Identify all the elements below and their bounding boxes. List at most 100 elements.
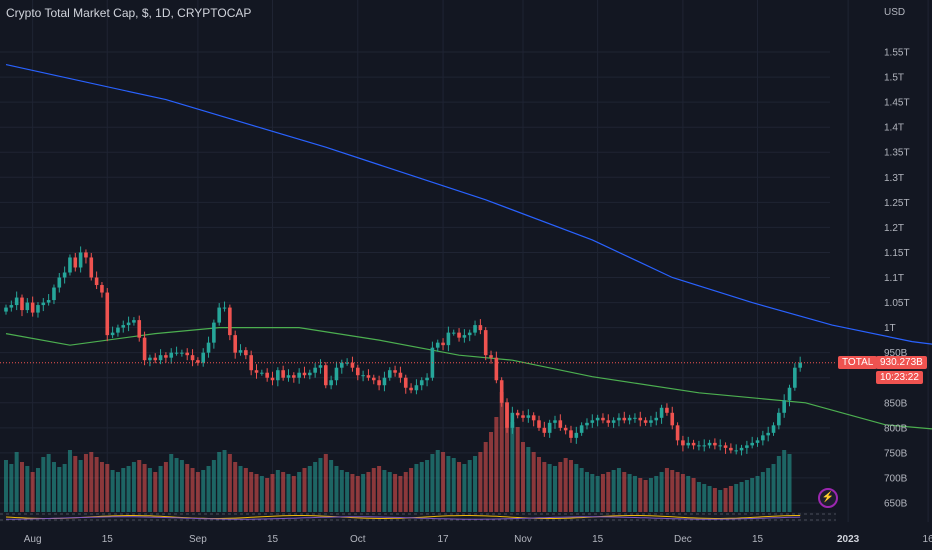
candle-body: [601, 417, 605, 421]
volume-bar: [190, 468, 195, 512]
candle-body: [89, 257, 94, 278]
x-tick-label: Oct: [350, 534, 366, 545]
candle-body: [702, 445, 707, 447]
candle-body: [190, 355, 195, 361]
candle-body: [718, 445, 723, 447]
candle-body: [574, 432, 579, 438]
volume-bar: [766, 468, 771, 512]
volume-bar: [558, 462, 563, 512]
volume-bar: [67, 450, 72, 512]
volume-bar: [510, 422, 515, 512]
candle-body: [318, 365, 323, 368]
volume-bar: [771, 464, 776, 512]
candle-body: [633, 417, 637, 419]
volume-bar: [387, 472, 392, 512]
lightning-icon[interactable]: ⚡: [818, 488, 838, 508]
volume-bar: [462, 464, 467, 512]
volume-bar: [158, 466, 163, 512]
candle-body: [595, 417, 600, 421]
volume-bar: [339, 470, 344, 512]
candle-body: [121, 325, 126, 328]
symbol-price-tag: TOTAL: [838, 356, 878, 369]
candle-body: [244, 350, 248, 356]
volume-bar: [131, 462, 136, 512]
volume-bar: [728, 486, 733, 512]
candle-body: [537, 420, 541, 428]
candle-body: [697, 445, 701, 447]
volume-bar: [782, 450, 787, 512]
candle-body: [643, 420, 648, 423]
x-tick-label: 16: [923, 534, 932, 545]
volume-bar: [377, 466, 382, 512]
candle-body: [286, 375, 291, 378]
candle-body: [371, 377, 376, 381]
candle-body: [14, 297, 19, 306]
candle-body: [355, 367, 360, 376]
volume-bar: [126, 466, 131, 512]
candle-body: [505, 402, 509, 428]
volume-bar: [734, 484, 739, 512]
volume-bar: [14, 452, 19, 512]
candle-body: [579, 425, 584, 433]
candle-body: [249, 355, 253, 371]
x-tick-label: Dec: [674, 534, 692, 545]
candle-body: [745, 445, 749, 448]
candle-body: [265, 372, 269, 378]
y-tick-label: 800B: [884, 423, 908, 434]
candle-body: [169, 352, 174, 358]
y-tick-label: 650B: [884, 498, 908, 509]
candle-body: [665, 407, 669, 413]
x-tick-label: 15: [102, 534, 114, 545]
volume-bar: [744, 480, 749, 512]
candle-body: [483, 330, 488, 356]
candle-body: [334, 367, 339, 381]
candle-body: [409, 387, 413, 391]
candle-body: [382, 377, 387, 386]
volume-bar: [142, 464, 147, 512]
volume-bar: [259, 476, 264, 512]
volume-bar: [115, 472, 120, 512]
candle-body: [462, 335, 467, 338]
candle-body: [25, 302, 30, 311]
volume-bar: [329, 460, 334, 512]
candle-body: [100, 285, 104, 293]
volume-bar: [499, 392, 504, 512]
volume-bar: [73, 456, 78, 512]
countdown-tag: 10:23:22: [876, 371, 923, 384]
volume-bar: [521, 442, 526, 512]
candle-body: [94, 277, 99, 286]
candle-body: [787, 387, 792, 401]
candle-body: [521, 415, 525, 418]
volume-bar: [179, 460, 184, 512]
volume-bar: [473, 456, 478, 512]
candle-body: [446, 332, 451, 346]
volume-bar: [435, 450, 440, 512]
time-axis[interactable]: Aug 15 Sep 15 Oct 17 Nov 15 Dec 15 2023 16: [24, 534, 932, 545]
volume-bar: [723, 488, 728, 512]
volume-bar: [584, 472, 589, 512]
candle-body: [739, 447, 744, 451]
volume-bar: [776, 456, 781, 512]
candle-body: [441, 342, 445, 346]
volume-bar: [371, 468, 376, 512]
price-axis[interactable]: USD 650B700B750B800B850B900B950B1T1.05T1…: [884, 7, 910, 509]
candle-body: [707, 442, 712, 446]
volume-bar: [600, 474, 605, 512]
candle-body: [142, 337, 147, 361]
candle-body: [473, 325, 477, 333]
candle-body: [276, 370, 280, 381]
volume-bar: [281, 472, 286, 512]
volume-bar: [366, 472, 371, 512]
candle-body: [606, 420, 611, 423]
y-tick-label: 700B: [884, 473, 908, 484]
volume-bar: [249, 472, 254, 512]
candle-body: [649, 420, 653, 423]
candle-body: [238, 350, 243, 353]
candle-body: [46, 300, 51, 303]
candle-body: [180, 352, 184, 354]
candle-body: [30, 302, 35, 313]
volume-bar: [137, 460, 142, 512]
candle-body: [435, 342, 440, 348]
candle-body: [153, 357, 158, 361]
